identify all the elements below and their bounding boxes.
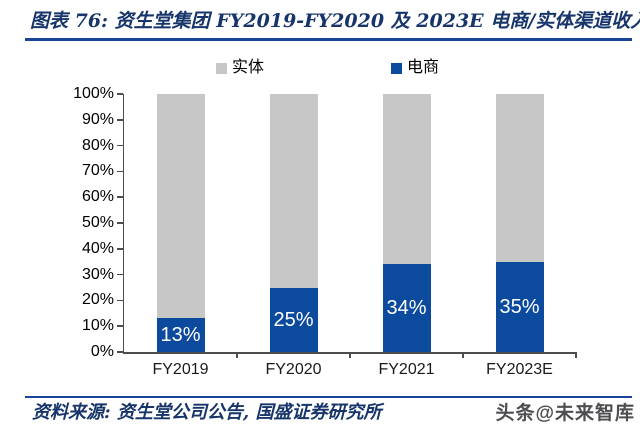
y-axis-tick: [117, 144, 123, 147]
x-axis-category-label: FY2023E: [486, 361, 553, 378]
y-axis-tick-label: 30%: [81, 265, 114, 283]
x-axis-tick: [236, 353, 238, 358]
bar-data-label: 13%: [160, 324, 201, 347]
y-axis-tick-label: 0%: [90, 343, 114, 360]
y-axis-tick: [117, 222, 123, 224]
legend-item-physical: 实体: [216, 59, 264, 77]
x-axis-category-label: FY2021: [378, 361, 435, 378]
y-axis-tick: [117, 325, 123, 327]
plot-area: 13% 25% 34% 35%: [124, 94, 576, 352]
y-axis-tick-label: 80%: [81, 136, 114, 154]
y-axis-tick: [117, 351, 123, 353]
bar-segment-physical: [382, 94, 431, 265]
source-note: 资料来源: 资生堂公司公告, 国盛证券研究所: [32, 401, 381, 425]
y-axis-line: [122, 94, 124, 354]
x-axis-tick: [462, 353, 464, 358]
y-axis-tick: [117, 170, 123, 173]
y-axis-tick-label: 10%: [81, 317, 114, 335]
bar-segment-ecommerce: 35%: [495, 261, 544, 352]
legend-item-ecommerce: 电商: [391, 59, 439, 77]
title-divider-rule: [25, 38, 632, 41]
bar-segment-physical: [156, 94, 205, 319]
y-axis-tick-label: 90%: [81, 110, 114, 128]
x-axis-tick: [575, 353, 577, 358]
bar-data-label: 35%: [499, 295, 540, 318]
bar-data-label: 34%: [386, 297, 427, 320]
watermark: 头条@未来智库: [495, 403, 635, 424]
legend-label-physical: 实体: [232, 59, 265, 76]
x-axis-tick: [349, 353, 351, 358]
y-axis-tick: [117, 196, 123, 198]
y-axis-tick: [117, 299, 123, 302]
y-axis-tick-label: 70%: [81, 162, 114, 180]
figure-title: 图表 76: 资生堂集团 FY2019-FY2020 及 2023E 电商/实体…: [30, 10, 640, 32]
source-text: 资生堂公司公告, 国盛证券研究所: [110, 402, 382, 423]
bar-segment-ecommerce: 34%: [382, 264, 431, 352]
y-axis-tick-label: 50%: [81, 214, 114, 231]
bar-data-label: 25%: [273, 308, 314, 331]
legend-swatch-gray-icon: [216, 62, 227, 74]
y-axis-tick: [117, 273, 123, 276]
x-axis-category-label: FY2019: [152, 361, 209, 378]
y-axis-tick-label: 60%: [81, 188, 114, 206]
bar-segment-physical: [495, 94, 544, 262]
source-prefix: 资料来源:: [32, 402, 111, 423]
y-axis-tick: [117, 93, 123, 95]
y-axis-tick: [117, 248, 123, 250]
bar-segment-ecommerce: 13%: [156, 318, 205, 352]
y-axis-tick-label: 20%: [81, 291, 114, 309]
y-axis-tick-label: 40%: [81, 239, 114, 257]
x-axis-category-label: FY2020: [265, 361, 322, 378]
y-axis-tick-label: 100%: [73, 85, 114, 102]
legend-swatch-blue-icon: [391, 62, 402, 74]
x-axis-line: [122, 352, 577, 354]
legend-label-ecommerce: 电商: [407, 59, 440, 76]
bar-segment-ecommerce: 25%: [269, 287, 318, 352]
source-divider-rule: [25, 396, 632, 398]
y-axis-tick: [117, 119, 123, 121]
bar-segment-physical: [269, 94, 318, 288]
